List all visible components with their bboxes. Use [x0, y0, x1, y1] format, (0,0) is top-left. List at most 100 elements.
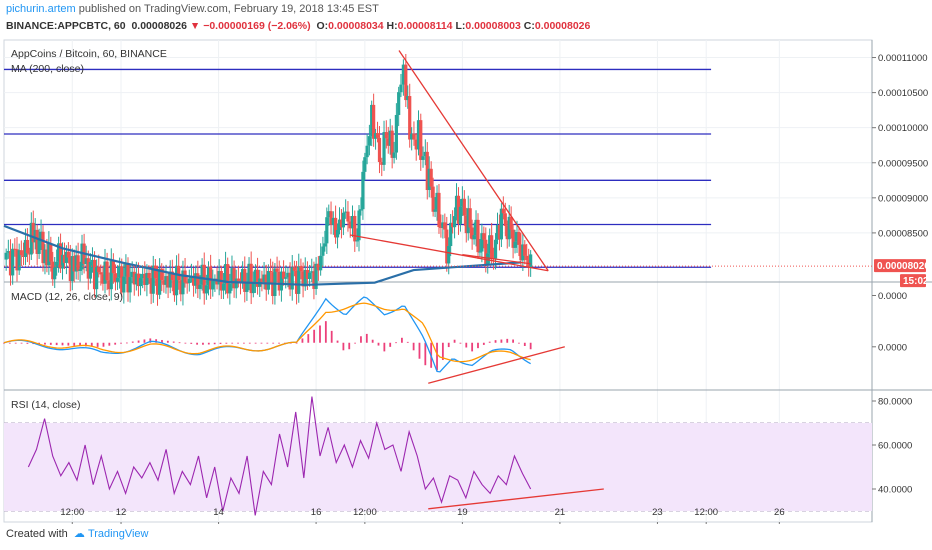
candle-body: [435, 192, 439, 210]
candle-body: [8, 251, 13, 276]
ma-indicator-label[interactable]: MA (200, close): [11, 63, 84, 75]
rsi-pane-title[interactable]: RSI (14, close): [11, 399, 80, 411]
macd-histogram-bar: [424, 342, 427, 366]
candle-body: [431, 186, 435, 212]
candle-body: [76, 255, 80, 271]
x-tick-label: 16: [311, 507, 322, 518]
tradingview-brand-link[interactable]: TradingView: [87, 528, 149, 540]
candle-body: [101, 274, 105, 284]
macd-histogram-bar: [96, 342, 99, 347]
candle-body: [484, 239, 488, 265]
candle-body: [126, 263, 130, 293]
candle-body: [200, 264, 204, 285]
candle-body: [337, 219, 342, 231]
macd-histogram-bar: [90, 342, 93, 347]
candle-body: [191, 276, 196, 286]
macd-histogram-bar: [412, 342, 415, 351]
candle-body: [507, 216, 511, 240]
macd-pane-title[interactable]: MACD (12, 26, close, 9): [11, 291, 123, 303]
candle-body: [11, 248, 15, 276]
candle-body: [367, 136, 372, 146]
macd-histogram-bar: [20, 342, 23, 344]
candle-body: [103, 261, 107, 284]
macd-histogram-bar: [295, 342, 298, 344]
symbol-legend: BINANCE:APPCBTC, 60 0.00008026 ▼ −0.0000…: [6, 20, 590, 32]
price-change: −0.00000169 (−2.06%): [203, 20, 311, 32]
macd-histogram-bar: [61, 342, 64, 346]
candle-body: [513, 241, 517, 248]
candle-body: [230, 268, 234, 284]
rsi-line: [27, 396, 532, 516]
candle-body: [357, 210, 361, 241]
macd-histogram-bar: [512, 339, 514, 343]
candle-body: [118, 266, 122, 278]
candle-body: [495, 224, 500, 240]
candle-body: [217, 270, 221, 285]
candle-body: [462, 198, 466, 216]
candle-body: [406, 96, 410, 101]
candle-body: [275, 268, 279, 272]
candle-body: [333, 217, 338, 238]
macd-histogram-bar: [377, 342, 380, 346]
macd-histogram-bar: [219, 342, 222, 344]
candle-body: [499, 208, 503, 240]
macd-histogram-bar: [102, 342, 105, 347]
candle-body: [441, 222, 445, 228]
candle-body: [64, 251, 69, 263]
candle-body: [262, 274, 266, 282]
macd-histogram-bar: [166, 340, 169, 343]
macd-histogram-bar: [307, 334, 310, 343]
candle-body: [215, 278, 219, 285]
chart-canvas[interactable]: AppCoins / Bitcoin, 60, BINANCE MA (200,…: [0, 36, 932, 524]
macd-histogram-bar: [278, 342, 280, 344]
x-tick-label: 12: [116, 507, 127, 518]
candle-body: [445, 229, 449, 264]
candle-body: [460, 198, 464, 207]
candle-body: [370, 104, 374, 137]
candle-body: [425, 151, 429, 191]
open-label: O:: [316, 20, 329, 32]
candle-body: [179, 280, 183, 295]
candle-body: [99, 272, 103, 275]
tradingview-cloud-icon: ☁: [73, 528, 85, 540]
macd-histogram-bar: [354, 342, 357, 344]
candle-body: [6, 251, 10, 253]
x-tick-label: 14: [213, 507, 224, 518]
candle-body: [13, 248, 17, 250]
candle-body: [164, 276, 168, 285]
macd-histogram-bar: [313, 329, 316, 343]
low-value: 0.00008003: [465, 20, 521, 32]
candle-body: [519, 244, 523, 261]
candle-body: [290, 267, 294, 290]
macd-histogram-bar: [447, 342, 450, 348]
macd-histogram-bar: [506, 338, 509, 343]
candle-body: [60, 254, 65, 269]
macd-histogram-bar: [260, 342, 263, 344]
candle-body: [124, 263, 128, 277]
macd-histogram-bar: [155, 339, 158, 343]
x-tick-label: 19: [457, 507, 468, 518]
candle-body: [511, 229, 515, 248]
candle-body: [120, 266, 124, 293]
macd-histogram-bar: [79, 342, 81, 347]
candle-body: [346, 211, 350, 222]
author-link[interactable]: pichurin.artem: [6, 3, 76, 15]
macd-histogram-bar: [55, 342, 58, 346]
candle-body: [529, 254, 533, 267]
candle-body: [468, 208, 472, 228]
candle-body: [301, 271, 305, 287]
candle-body: [70, 256, 74, 282]
x-axis-ticks: 12:00 12 14 16 12:00 19 21 23 12:00 26: [60, 507, 785, 524]
macd-histogram-bar: [172, 341, 175, 343]
candle-body: [209, 266, 213, 290]
macd-histogram-bar: [190, 342, 193, 344]
candle-body: [187, 278, 191, 284]
candle-body: [149, 278, 153, 294]
x-tick-label: 23: [652, 507, 663, 518]
candle-body: [503, 213, 507, 226]
candle-body: [35, 229, 39, 254]
candle-body: [253, 269, 258, 282]
candle-body: [68, 257, 72, 282]
macd-histogram-bar: [371, 339, 374, 343]
candle-body: [399, 84, 403, 93]
